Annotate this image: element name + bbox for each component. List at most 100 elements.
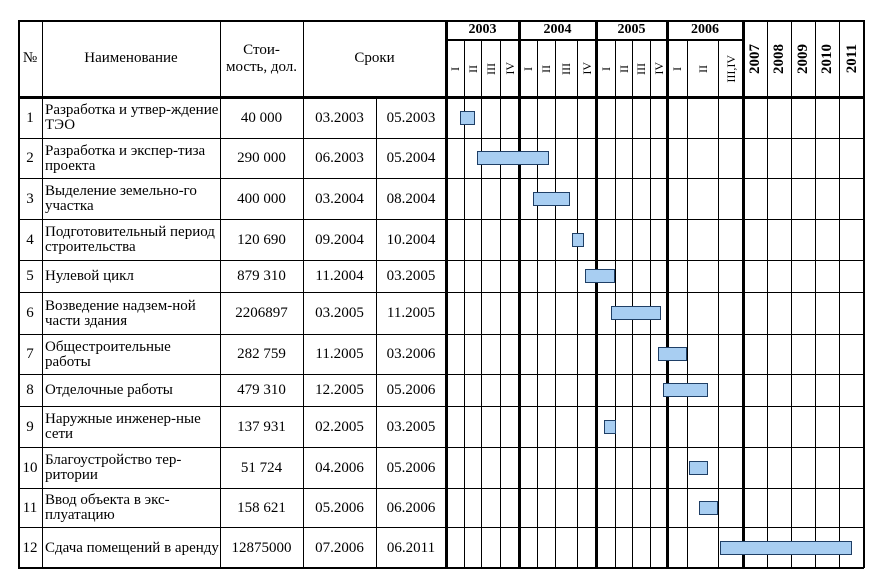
row-start-date: 07.2006 (315, 539, 364, 556)
quarter-label-text: II (539, 64, 553, 73)
row-end-date: 05.2003 (386, 109, 436, 126)
quarter-label-text: II (616, 64, 631, 73)
header-name: Наименование (84, 50, 178, 66)
quarter-label: II (615, 40, 632, 97)
row-end-date: 10.2004 (386, 231, 436, 248)
row-name: Ввод объекта в экс-плуатацию (45, 492, 170, 523)
year-header: 2003 (468, 22, 497, 37)
row-cost: 12875000 (231, 539, 292, 556)
row-name: Наружные инженер-ные сети (45, 411, 201, 442)
row-cost: 120 690 (237, 231, 286, 248)
row-cost: 137 931 (237, 418, 286, 435)
header-num: № (22, 50, 38, 66)
year-divider (742, 20, 745, 568)
gantt-bar (604, 419, 617, 434)
row-divider (18, 292, 864, 293)
quarter-label: III (632, 40, 650, 97)
quarter-label-text: III,IV (723, 54, 738, 83)
gantt-bar (460, 110, 476, 125)
row-divider (18, 374, 864, 375)
later-year-divider (815, 20, 816, 568)
gantt-bar (699, 500, 718, 515)
gantt-bar (610, 306, 662, 320)
header-cost-line1: Стои- (243, 41, 280, 58)
row-start-date: 12.2005 (315, 382, 364, 398)
later-year-text: 2009 (795, 43, 811, 74)
quarter-divider (650, 40, 651, 568)
quarter-label-text: II (465, 64, 480, 73)
later-year-header: 2009 (791, 20, 815, 97)
quarter-label: I (519, 40, 537, 97)
row-name: Разработка и экспер-тиза проекта (45, 142, 206, 174)
row-start-date: 11.2005 (315, 346, 364, 362)
year-header-divider (446, 39, 743, 41)
later-year-header: 2010 (815, 20, 839, 97)
later-year-text: 2008 (771, 43, 787, 74)
quarter-divider (555, 40, 556, 568)
row-num: 7 (26, 346, 34, 362)
row-name: Сдача помещений в аренду (45, 539, 219, 556)
row-start-date: 03.2004 (315, 190, 364, 207)
row-name: Выделение земельно-го участка (45, 183, 197, 214)
table-right-border (863, 20, 865, 568)
gantt-bar (585, 269, 615, 283)
row-cost: 290 000 (237, 150, 286, 166)
row-end-date: 05.2006 (386, 459, 436, 476)
row-end-date: 08.2004 (386, 190, 436, 207)
row-end-date: 11.2005 (386, 305, 436, 321)
row-cost: 400 000 (237, 190, 286, 207)
row-num: 12 (22, 539, 38, 556)
later-year-text: 2007 (747, 43, 763, 74)
row-end-date: 03.2005 (386, 418, 436, 435)
row-divider (18, 406, 864, 407)
quarter-label: III (481, 40, 500, 97)
row-num: 11 (22, 499, 38, 516)
gantt-bar (663, 383, 708, 397)
column-divider (42, 20, 43, 568)
quarter-divider (632, 40, 633, 568)
later-year-divider (791, 20, 792, 568)
row-num: 3 (26, 190, 34, 207)
row-start-date: 02.2005 (315, 418, 364, 435)
quarter-label: IV (500, 40, 519, 97)
row-divider (18, 334, 864, 335)
header-cost-line2: мость, дол. (225, 58, 298, 75)
row-divider (18, 447, 864, 448)
row-num: 9 (26, 418, 34, 435)
gantt-bar (571, 232, 584, 247)
row-name: Подготовительный период строительства (45, 224, 215, 255)
row-num: 10 (22, 459, 38, 476)
row-start-date: 09.2004 (315, 231, 364, 248)
row-cost: 51 724 (240, 459, 283, 476)
row-end-date: 05.2006 (386, 382, 436, 398)
quarter-divider (481, 40, 482, 568)
gantt-bar (657, 347, 687, 361)
quarter-label: II (464, 40, 481, 97)
column-divider (376, 97, 377, 568)
row-divider (18, 527, 864, 528)
quarter-label: III,IV (718, 40, 743, 97)
row-num: 1 (26, 109, 34, 126)
quarter-label-text: III (634, 62, 648, 75)
later-year-divider (767, 20, 768, 568)
quarter-label-text: III (483, 62, 498, 75)
year-divider (595, 20, 598, 568)
quarter-divider (718, 40, 719, 568)
row-cost: 879 310 (237, 268, 286, 284)
row-name: Благоустройство тер-ритории (45, 452, 182, 483)
row-name: Возведение надзем-ной части здания (45, 297, 196, 329)
quarter-divider (537, 40, 538, 568)
quarter-label-text: IV (651, 62, 666, 75)
row-end-date: 06.2011 (386, 539, 436, 556)
quarter-label-text: I (670, 66, 684, 71)
row-start-date: 03.2005 (315, 305, 364, 321)
table-bottom-border (18, 567, 864, 569)
quarter-label: IV (577, 40, 596, 97)
quarter-divider (577, 40, 578, 568)
quarter-divider (615, 40, 616, 568)
quarter-label: II (687, 40, 718, 97)
row-divider (18, 178, 864, 179)
quarter-label: I (667, 40, 687, 97)
year-divider (666, 20, 669, 568)
quarter-label-text: II (695, 64, 710, 73)
